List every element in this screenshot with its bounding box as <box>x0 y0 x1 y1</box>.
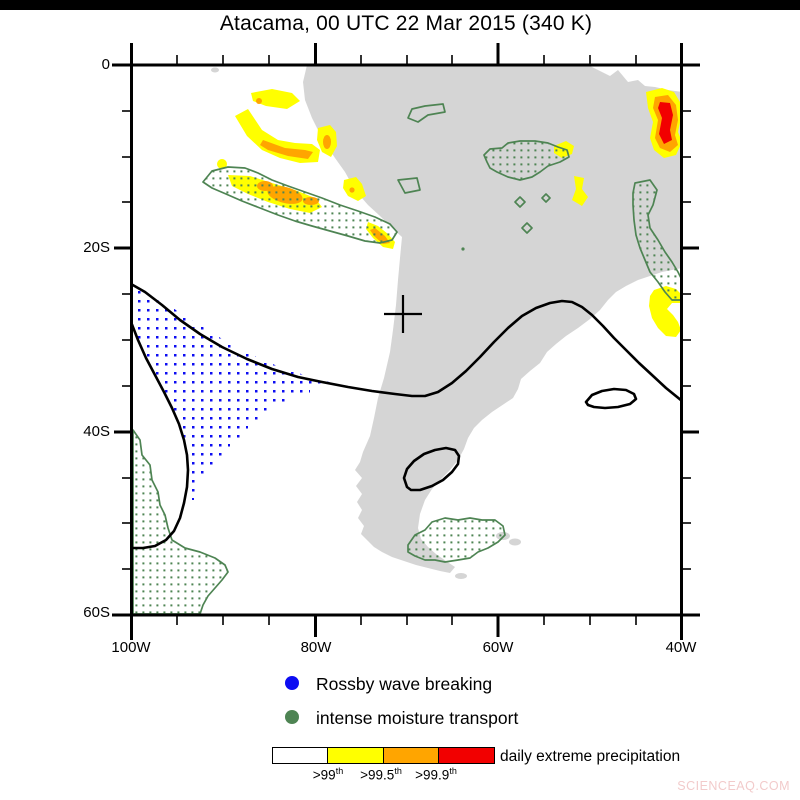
moisture-region-east-coast <box>632 179 682 301</box>
colorbar-label-99-9th: >99.9th <box>415 766 457 783</box>
lon-tick-label-80w: 80W <box>300 639 332 656</box>
major-ticks <box>114 43 699 637</box>
moisture-region-offshore-peru <box>202 166 398 244</box>
colorbar-cell-below-99th <box>271 747 329 764</box>
moisture-region-southwest <box>132 429 229 615</box>
cross-marker <box>384 295 422 333</box>
moisture-regions <box>132 103 682 615</box>
moisture-region-patagonia <box>407 517 506 563</box>
colorbar-cell-gt99-9th <box>438 747 496 764</box>
lat-tick-label-20s: 20S <box>83 239 110 256</box>
legend-dot-rossby <box>285 676 299 690</box>
moisture-region-triangle <box>397 177 421 194</box>
legend-dot-moisture <box>285 710 299 724</box>
minor-ticks <box>122 55 691 625</box>
figure-title: Atacama, 00 UTC 22 Mar 2015 (340 K) <box>219 12 593 35</box>
colorbar-label-99-5th: >99.5th <box>360 766 402 783</box>
island-south-tip <box>455 573 467 579</box>
contour-lens-east <box>584 387 638 410</box>
island-falkland-east <box>509 538 521 546</box>
legend-label-rossby: Rossby wave breaking <box>316 674 493 694</box>
lon-tick-label-60w: 60W <box>482 639 514 656</box>
lon-tick-label-40w: 40W <box>665 639 697 656</box>
colorbar-cell-gt99th <box>327 747 385 764</box>
lat-tick-label-40s: 40S <box>83 423 110 440</box>
precip-red-patch <box>658 102 673 144</box>
moisture-speck <box>461 247 465 251</box>
top-black-bar <box>0 0 800 10</box>
moisture-diamond-1 <box>514 196 526 208</box>
lat-tick-label-60s: 60S <box>83 604 110 621</box>
moisture-region-quad <box>407 103 446 123</box>
colorbar-title: daily extreme precipitation <box>500 748 681 765</box>
lon-tick-label-100w: 100W <box>111 639 151 656</box>
watermark: SCIENCEAQ.COM <box>677 779 790 793</box>
contour-main <box>131 282 682 403</box>
moisture-region-brazil <box>483 140 570 181</box>
legend-label-moisture: intense moisture transport <box>316 708 519 728</box>
island-galapagos <box>211 67 219 73</box>
lat-tick-label-0: 0 <box>101 56 110 73</box>
colorbar <box>271 747 496 764</box>
map-frame <box>112 43 700 640</box>
moisture-diamond-3 <box>521 222 533 234</box>
black-contours <box>131 282 682 550</box>
rossby-stipple-region <box>133 287 333 500</box>
colorbar-label-99th: >99th <box>312 766 344 783</box>
contour-west <box>131 320 190 550</box>
contour-egg-south-chile <box>402 446 461 492</box>
colorbar-cell-gt99-5th <box>382 747 440 764</box>
moisture-diamond-2 <box>541 193 551 203</box>
